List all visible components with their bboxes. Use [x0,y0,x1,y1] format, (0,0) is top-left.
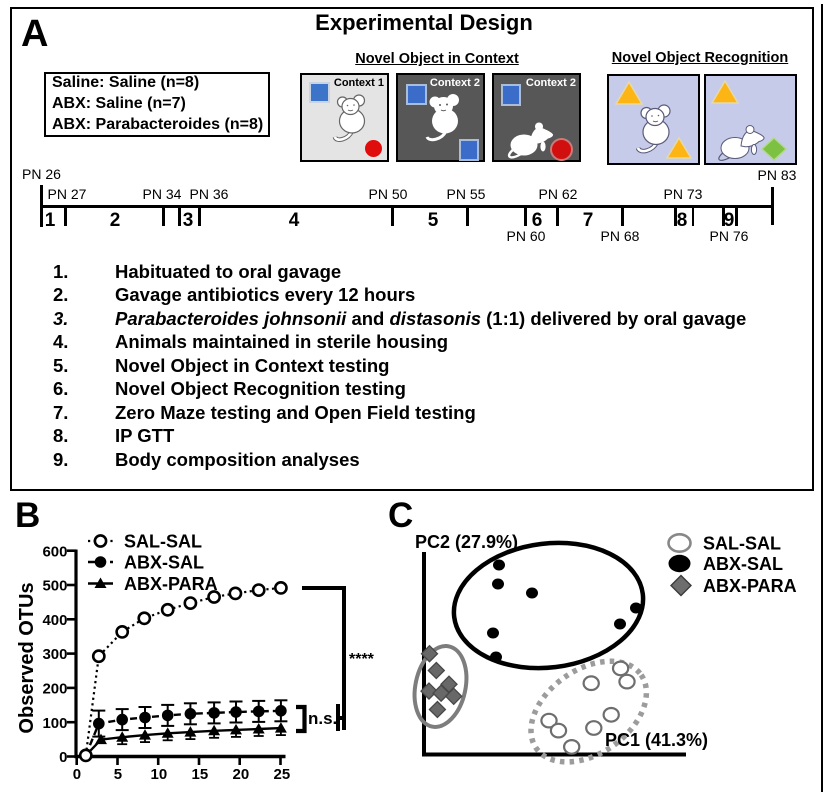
svg-text:400: 400 [42,612,67,629]
svg-text:ABX-PARA: ABX-PARA [124,574,218,594]
svg-text:300: 300 [42,646,67,663]
svg-text:20: 20 [233,766,250,783]
svg-text:****: **** [349,651,375,668]
svg-text:PC1 (41.3%): PC1 (41.3%) [605,730,708,750]
svg-text:25: 25 [274,766,291,783]
svg-text:PC2 (27.9%): PC2 (27.9%) [415,532,518,552]
svg-text:SAL-SAL: SAL-SAL [703,534,781,554]
svg-text:15: 15 [192,766,209,783]
svg-text:100: 100 [42,715,67,732]
svg-text:B: B [15,496,40,535]
svg-text:n.s.: n.s. [308,709,337,728]
svg-text:600: 600 [42,543,67,560]
svg-text:ABX-PARA: ABX-PARA [703,576,797,596]
svg-text:5: 5 [114,766,122,783]
svg-text:0: 0 [73,766,81,783]
svg-text:10: 10 [151,766,168,783]
svg-text:500: 500 [42,578,67,595]
svg-text:Observed OTUs: Observed OTUs [16,582,38,733]
svg-text:SAL-SAL: SAL-SAL [124,532,202,552]
svg-text:C: C [388,496,413,535]
svg-text:0: 0 [59,749,67,766]
svg-text:200: 200 [42,681,67,698]
svg-text:ABX-SAL: ABX-SAL [703,554,783,574]
svg-text:ABX-SAL: ABX-SAL [124,553,204,573]
